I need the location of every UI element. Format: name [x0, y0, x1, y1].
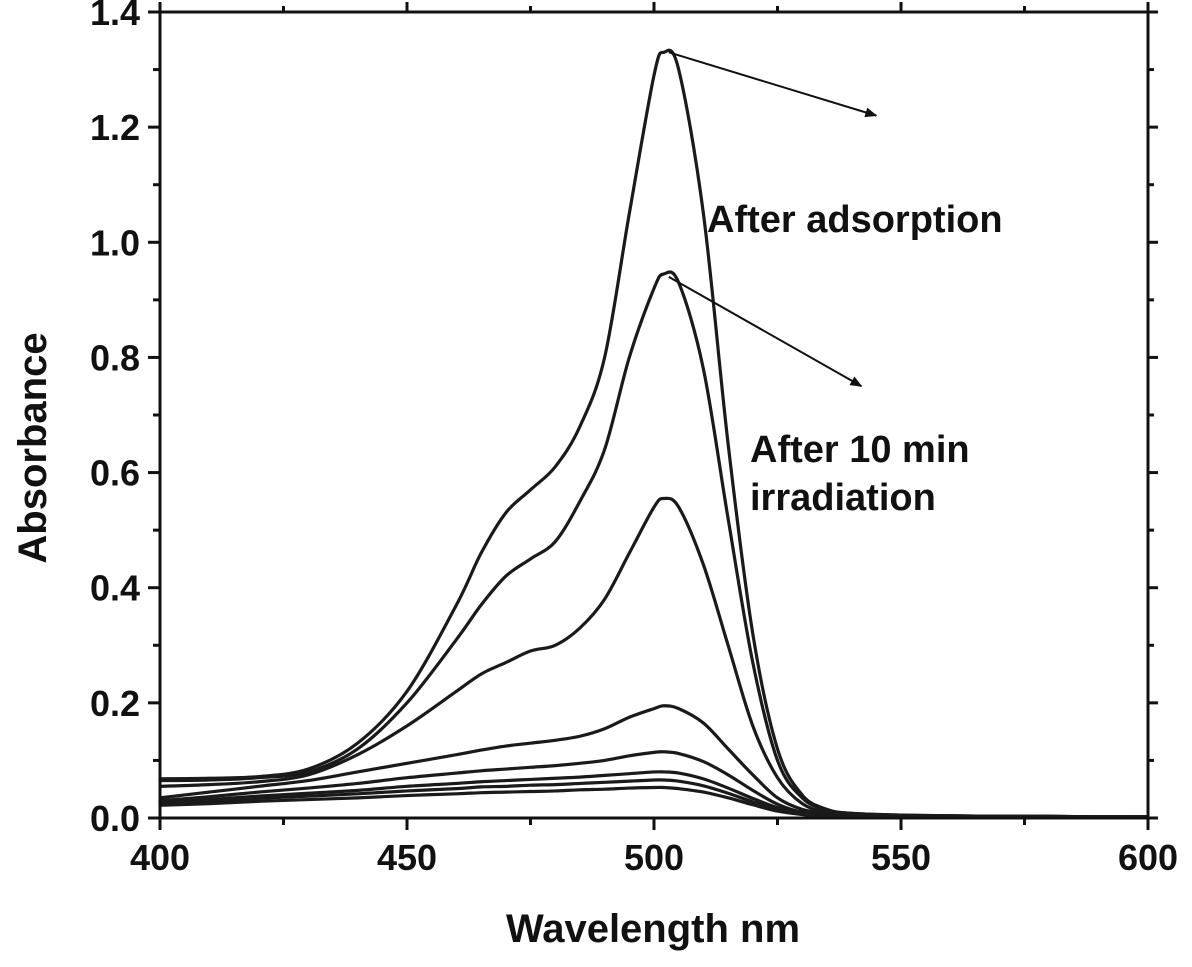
axes-layer: 400 450 500 550 600 0.0 0.2 0.4 0.6 0.8 1.0 1.2 1.4 [90, 0, 1178, 878]
y-tick-label: 0.2 [90, 683, 140, 724]
series-layer [158, 48, 1150, 820]
y-tick-label: 0.4 [90, 568, 140, 609]
x-tick-label: 600 [1118, 837, 1178, 878]
y-tick-label: 1.2 [90, 107, 140, 148]
series-line-1 [158, 48, 1150, 819]
annotation-label-1: After adsorption [707, 199, 1003, 241]
x-tick-label: 500 [624, 837, 684, 878]
annotation-label-2: irradiation [750, 477, 936, 519]
annotation-arrow-2 [668, 275, 863, 388]
annotation-layer: After adsorption After 10 min irradiation [668, 51, 1003, 519]
series-line-2 [158, 270, 1150, 819]
y-tick-label: 0.8 [90, 337, 140, 378]
annotation-arrow-1 [668, 51, 878, 118]
x-tick-label: 450 [377, 837, 437, 878]
y-tick-label: 1.4 [90, 0, 140, 33]
y-axis-title: Absorbance [11, 332, 55, 563]
y-tick-label: 0.0 [90, 798, 140, 839]
annotation-label-2: After 10 min [750, 429, 970, 471]
y-tick-label: 0.6 [90, 453, 140, 494]
plot-frame [158, 10, 1150, 820]
y-tick-label: 1.0 [90, 222, 140, 263]
series-line-5 [158, 750, 1150, 820]
x-tick-label: 400 [130, 837, 190, 878]
x-tick-label: 550 [871, 837, 931, 878]
x-axis-title: Wavelength nm [506, 907, 800, 951]
